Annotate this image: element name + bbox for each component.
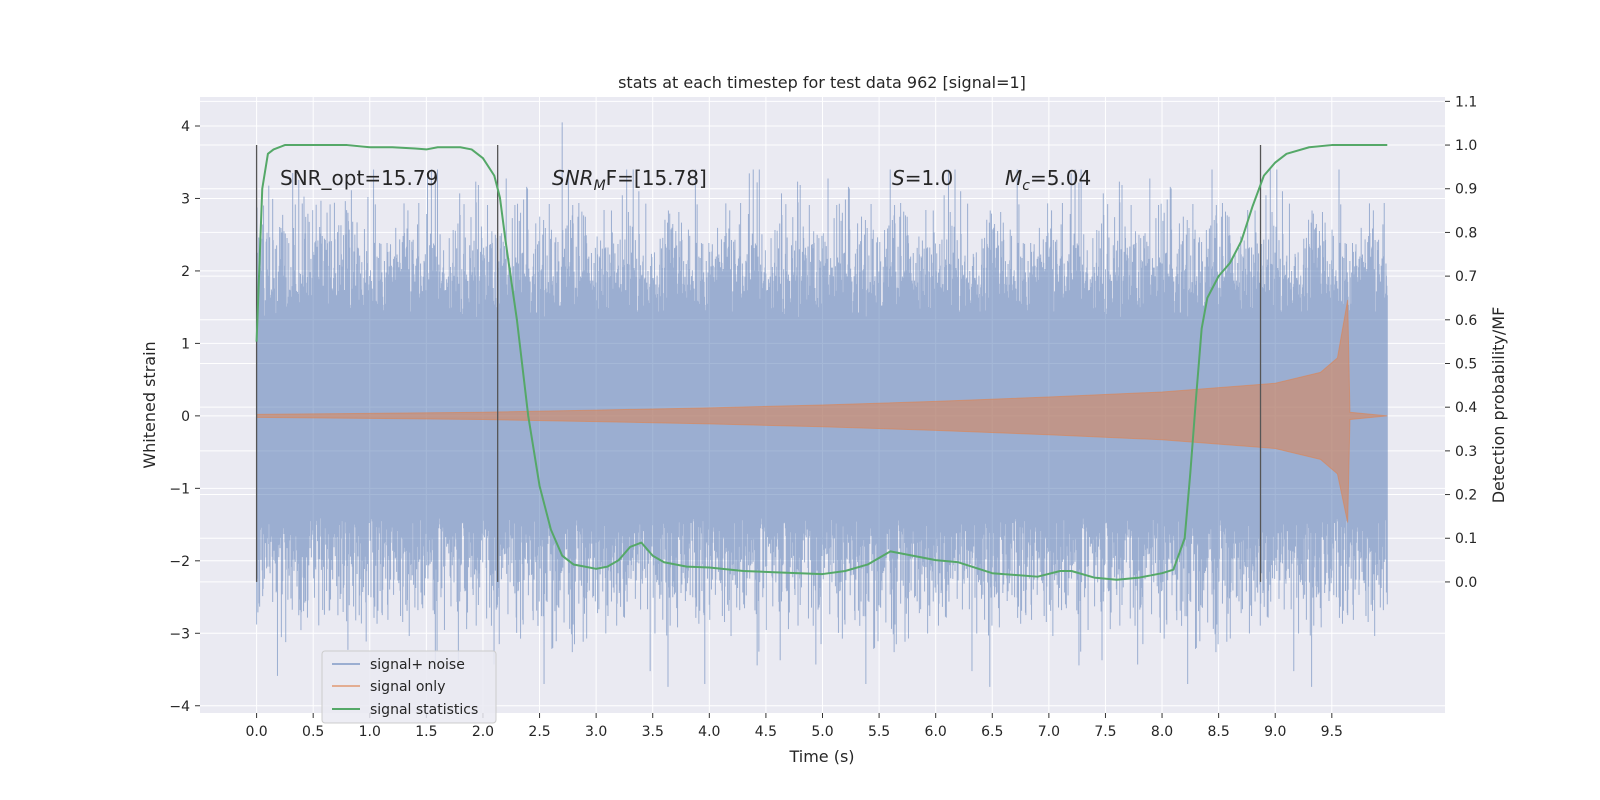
annotation-s-name: S (892, 166, 905, 190)
y2-tick-label: 0.5 (1455, 356, 1477, 372)
y2-tick-label: 1.1 (1455, 94, 1477, 110)
y2-tick-label: 0.3 (1455, 444, 1477, 460)
x-tick-label: 0.0 (245, 724, 267, 740)
y2-axis-label: Detection probability/MF (1489, 307, 1508, 504)
x-tick-label: 3.0 (585, 724, 607, 740)
annotation-snr-mf-rest: F=[15.78] (606, 166, 707, 190)
stats-line (255, 144, 1388, 581)
x-tick-label: 3.5 (642, 724, 664, 740)
annotation-snr-opt: SNR_opt=15.79 (280, 166, 438, 190)
y2-tick-label: 0.9 (1455, 182, 1477, 198)
x-tick-label: 8.0 (1151, 724, 1173, 740)
y2-tick-label: 0.2 (1455, 488, 1477, 504)
y-tick-label: −1 (169, 481, 190, 497)
annotation-s: S=1.0 (892, 166, 953, 190)
y2-tick-label: 1.0 (1455, 138, 1477, 154)
y-axis-label: Whitened strain (140, 341, 159, 468)
right-axis-ticks: 1.1 1.0 0.9 0.8 0.7 0.6 0.5 0.4 0.3 0.2 0.1 0.0 (1445, 94, 1477, 591)
y-tick-label: 1 (181, 336, 190, 352)
legend-label-noise: signal+ noise (370, 657, 465, 673)
annotation-snr-mf-sub: M (594, 178, 606, 194)
x-tick-label: 2.0 (472, 724, 494, 740)
legend-label-signal: signal only (370, 679, 445, 695)
x-tick-label: 4.5 (755, 724, 777, 740)
y2-tick-label: 0.0 (1455, 575, 1477, 591)
x-tick-label: 0.5 (302, 724, 324, 740)
x-tick-label: 5.0 (811, 724, 833, 740)
legend: signal+ noise signal only signal statist… (321, 650, 497, 724)
y2-tick-label: 0.4 (1455, 400, 1477, 416)
x-tick-label: 7.5 (1094, 724, 1116, 740)
legend-label-stats: signal statistics (370, 702, 478, 718)
annotation-mc-value: =5.04 (1030, 166, 1091, 190)
y-tick-label: 4 (181, 119, 190, 135)
annotation-snr-mf: SNRMF=[15.78] (552, 166, 707, 194)
annotation-mc: Mc=5.04 (1005, 166, 1091, 194)
y2-tick-label: 0.8 (1455, 225, 1477, 241)
y-tick-label: −2 (169, 554, 190, 570)
annotation-s-value: =1.0 (905, 166, 954, 190)
y-tick-label: −3 (169, 626, 190, 642)
x-tick-label: 4.0 (698, 724, 720, 740)
vertical-markers (255, 145, 1262, 582)
x-tick-label: 9.0 (1264, 724, 1286, 740)
x-tick-label: 8.5 (1208, 724, 1230, 740)
x-tick-label: 5.5 (868, 724, 890, 740)
x-tick-label: 1.0 (359, 724, 381, 740)
chart-title: stats at each timestep for test data 962… (618, 73, 1026, 92)
annotation-mc-sub: c (1022, 178, 1030, 194)
y-tick-label: −4 (169, 699, 190, 715)
x-tick-label: 7.0 (1038, 724, 1060, 740)
x-axis-label: Time (s) (788, 747, 854, 766)
signal-envelope (256, 299, 1388, 523)
y2-tick-label: 0.6 (1455, 313, 1477, 329)
x-tick-label: 9.5 (1321, 724, 1343, 740)
y-tick-label: 0 (181, 409, 190, 425)
y-tick-label: 3 (181, 191, 190, 207)
y2-tick-label: 0.7 (1455, 269, 1477, 285)
legend-box (321, 650, 497, 724)
stats-series (255, 144, 1388, 581)
x-tick-label: 6.5 (981, 724, 1003, 740)
x-tick-label: 6.0 (925, 724, 947, 740)
left-axis-ticks: 4 3 2 1 0 −1 −2 −3 −4 (169, 119, 200, 715)
signal-series (256, 299, 1388, 523)
annotation-snr-mf-name: SNR (552, 166, 594, 190)
annotation-mc-name: M (1005, 166, 1022, 190)
x-axis-ticks: 0.0 0.5 1.0 1.5 2.0 2.5 3.0 3.5 4.0 4.5 5.0 5.5 6.0 6… (245, 713, 1343, 740)
y-tick-label: 2 (181, 264, 190, 280)
y2-tick-label: 0.1 (1455, 531, 1477, 547)
x-tick-label: 1.5 (415, 724, 437, 740)
x-tick-label: 2.5 (528, 724, 550, 740)
